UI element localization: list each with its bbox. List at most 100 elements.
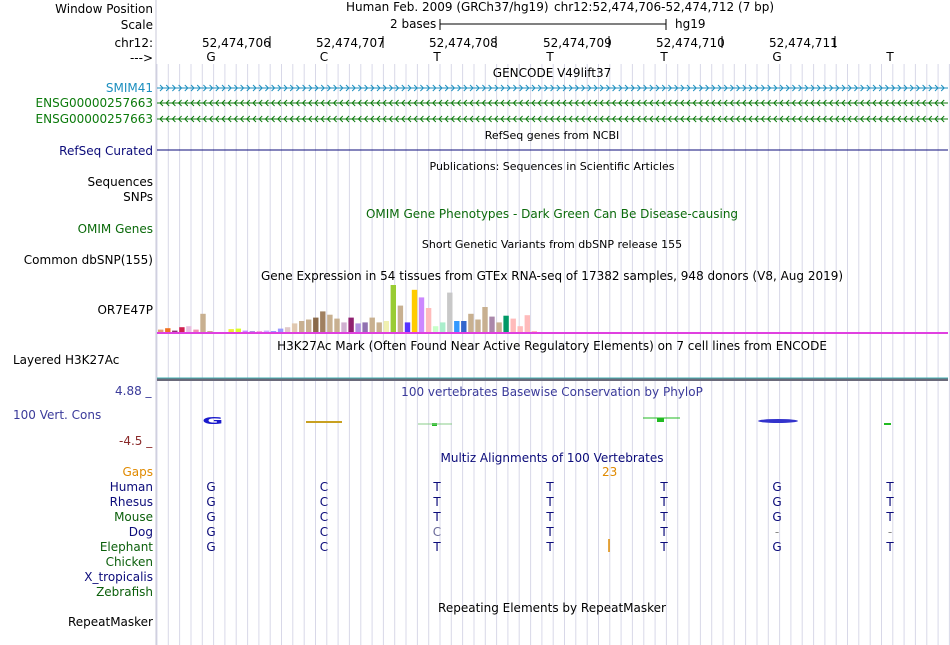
gene-chevron xyxy=(438,115,443,123)
gene-chevron xyxy=(711,115,716,123)
gene-chevron xyxy=(389,84,394,92)
gene-chevron xyxy=(810,115,815,123)
gene-chevron xyxy=(723,99,728,107)
gtex-bar xyxy=(454,321,460,332)
h3k27ac-label[interactable]: Layered H3K27Ac xyxy=(13,353,120,367)
gene-chevron xyxy=(525,115,530,123)
snps-label[interactable]: SNPs xyxy=(123,190,153,204)
gtex-bar xyxy=(299,321,305,332)
gene-chevron xyxy=(463,115,468,123)
gene-label-smim41[interactable]: SMIM41 xyxy=(105,81,153,95)
dbsnp-label[interactable]: Common dbSNP(155) xyxy=(23,253,153,267)
gene-chevron xyxy=(320,99,325,107)
h3k27ac-title[interactable]: H3K27Ac Mark (Often Found Near Active Re… xyxy=(277,339,827,353)
gene-chevron xyxy=(177,99,182,107)
gtex-label[interactable]: OR7E47P xyxy=(97,303,153,317)
gtex-bar xyxy=(341,322,347,332)
refseq-label[interactable]: RefSeq Curated xyxy=(59,144,153,158)
species-label[interactable]: Rhesus xyxy=(109,495,153,509)
gene-chevron xyxy=(593,84,598,92)
repeatmasker-label[interactable]: RepeatMasker xyxy=(67,615,153,629)
gene-chevron xyxy=(822,99,827,107)
coord-label: 52,474,710 xyxy=(656,36,725,50)
gene-chevron xyxy=(704,115,709,123)
gene-chevron xyxy=(177,115,182,123)
gene-chevron xyxy=(754,84,759,92)
coord-label: 52,474,709 xyxy=(543,36,612,50)
gene-label-ensg-2[interactable]: ENSG00000257663 xyxy=(35,112,153,126)
gene-chevron xyxy=(661,115,666,123)
gene-chevron xyxy=(444,115,449,123)
gene-chevron xyxy=(748,115,753,123)
gene-chevron xyxy=(760,99,765,107)
omim-title[interactable]: OMIM Gene Phenotypes - Dark Green Can Be… xyxy=(365,207,739,221)
phylop-title[interactable]: 100 vertebrates Basewise Conservation by… xyxy=(401,385,703,399)
gtex-bar xyxy=(397,305,404,332)
repeatmasker-title[interactable]: Repeating Elements by RepeatMasker xyxy=(438,601,666,615)
gene-chevron xyxy=(512,115,517,123)
gene-chevron xyxy=(531,99,536,107)
species-label[interactable]: X_tropicalis xyxy=(84,570,153,584)
aligned-base: G xyxy=(772,540,782,554)
gene-chevron xyxy=(624,115,629,123)
species-label[interactable]: Zebrafish xyxy=(96,585,153,599)
omim-label[interactable]: OMIM Genes xyxy=(77,222,153,236)
refseq-title[interactable]: RefSeq genes from NCBI xyxy=(484,129,620,142)
gene-chevron xyxy=(196,99,201,107)
species-label[interactable]: Mouse xyxy=(114,510,153,524)
gene-chevron xyxy=(680,115,685,123)
gtex-bar xyxy=(510,318,516,332)
gtex-bar xyxy=(496,322,502,332)
gene-chevron xyxy=(934,115,939,123)
species-label[interactable]: Chicken xyxy=(105,555,153,569)
gtex-bar xyxy=(432,326,439,332)
gene-chevron xyxy=(444,99,449,107)
gene-chevron xyxy=(618,115,623,123)
gaps-label[interactable]: Gaps xyxy=(122,465,153,479)
gene-chevron xyxy=(760,115,765,123)
aligned-base: C xyxy=(319,510,329,524)
aligned-base: T xyxy=(433,495,441,509)
gene-chevron xyxy=(767,84,772,92)
gene-chevron xyxy=(407,99,412,107)
gene-chevron xyxy=(544,84,549,92)
gene-chevron xyxy=(296,84,301,92)
gene-chevron xyxy=(258,84,263,92)
gene-chevron xyxy=(828,115,833,123)
gtex-bar xyxy=(369,317,375,332)
species-label[interactable]: Elephant xyxy=(99,540,153,554)
gene-chevron xyxy=(525,84,530,92)
gene-chevron xyxy=(233,99,238,107)
gene-chevron xyxy=(866,99,871,107)
aligned-base: T xyxy=(886,510,894,524)
gene-chevron xyxy=(859,99,864,107)
gene-chevron xyxy=(550,84,555,92)
gene-chevron xyxy=(351,115,356,123)
gencode-title[interactable]: GENCODE V49lift37 xyxy=(492,66,612,80)
gene-chevron xyxy=(940,84,945,92)
gene-chevron xyxy=(878,84,883,92)
gene-chevron xyxy=(897,99,902,107)
gene-chevron xyxy=(891,84,896,92)
species-label[interactable]: Human xyxy=(109,480,153,494)
aligned-base: T xyxy=(660,495,668,509)
publications-title[interactable]: Publications: Sequences in Scientific Ar… xyxy=(429,160,675,173)
phylop-label[interactable]: 100 Vert. Cons xyxy=(13,408,102,422)
aligned-base: - xyxy=(887,525,893,539)
phylop-mark-t3 xyxy=(657,418,664,422)
gene-chevron xyxy=(593,115,598,123)
gtex-title[interactable]: Gene Expression in 54 tissues from GTEx … xyxy=(260,269,844,283)
species-label[interactable]: Dog xyxy=(128,525,153,539)
gtex-bar xyxy=(193,329,199,332)
gene-chevron xyxy=(401,84,406,92)
multiz-title[interactable]: Multiz Alignments of 100 Vertebrates xyxy=(440,451,664,465)
dbsnp-title[interactable]: Short Genetic Variants from dbSNP releas… xyxy=(421,238,683,251)
gene-chevron xyxy=(853,99,858,107)
sequences-label[interactable]: Sequences xyxy=(87,175,153,189)
gene-chevron xyxy=(420,84,425,92)
gene-label-ensg-1[interactable]: ENSG00000257663 xyxy=(35,96,153,110)
gene-chevron xyxy=(605,99,610,107)
gtex-bar xyxy=(447,292,453,332)
gtex-bar xyxy=(256,331,263,332)
window-position-label: Window Position xyxy=(55,2,153,16)
